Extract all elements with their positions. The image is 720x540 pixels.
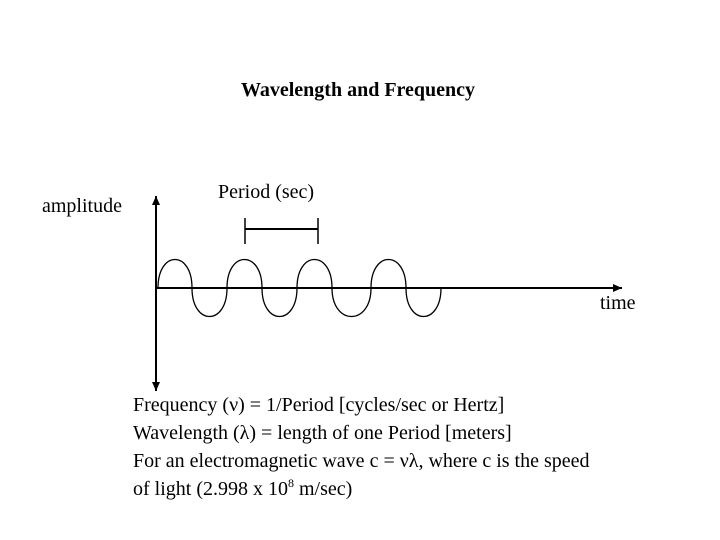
diagram-title-text: Wavelength and Frequency <box>240 79 476 101</box>
speed-of-light-suffix: m/sec) <box>294 478 353 500</box>
sine-wave <box>157 259 442 317</box>
diagram-title: Wavelength and Frequency <box>0 79 720 102</box>
speed-of-light-prefix: of light (2.998 x 10 <box>133 478 288 500</box>
formula-text: Frequency (ν) = 1/Period [cycles/sec or … <box>133 391 590 503</box>
amplitude-label: amplitude <box>42 195 122 217</box>
time-label: time <box>600 292 636 314</box>
period-label: Period (sec) <box>218 181 315 203</box>
frequency-line: Frequency (ν) = 1/Period [cycles/sec or … <box>133 394 505 416</box>
exponent: 8 <box>288 476 294 490</box>
speed-line: For an electromagnetic wave c = νλ, wher… <box>133 450 590 472</box>
wavelength-line: Wavelength (λ) = length of one Period [m… <box>133 422 512 444</box>
speed-of-light-line: of light (2.998 x 108 m/sec) <box>133 475 590 503</box>
